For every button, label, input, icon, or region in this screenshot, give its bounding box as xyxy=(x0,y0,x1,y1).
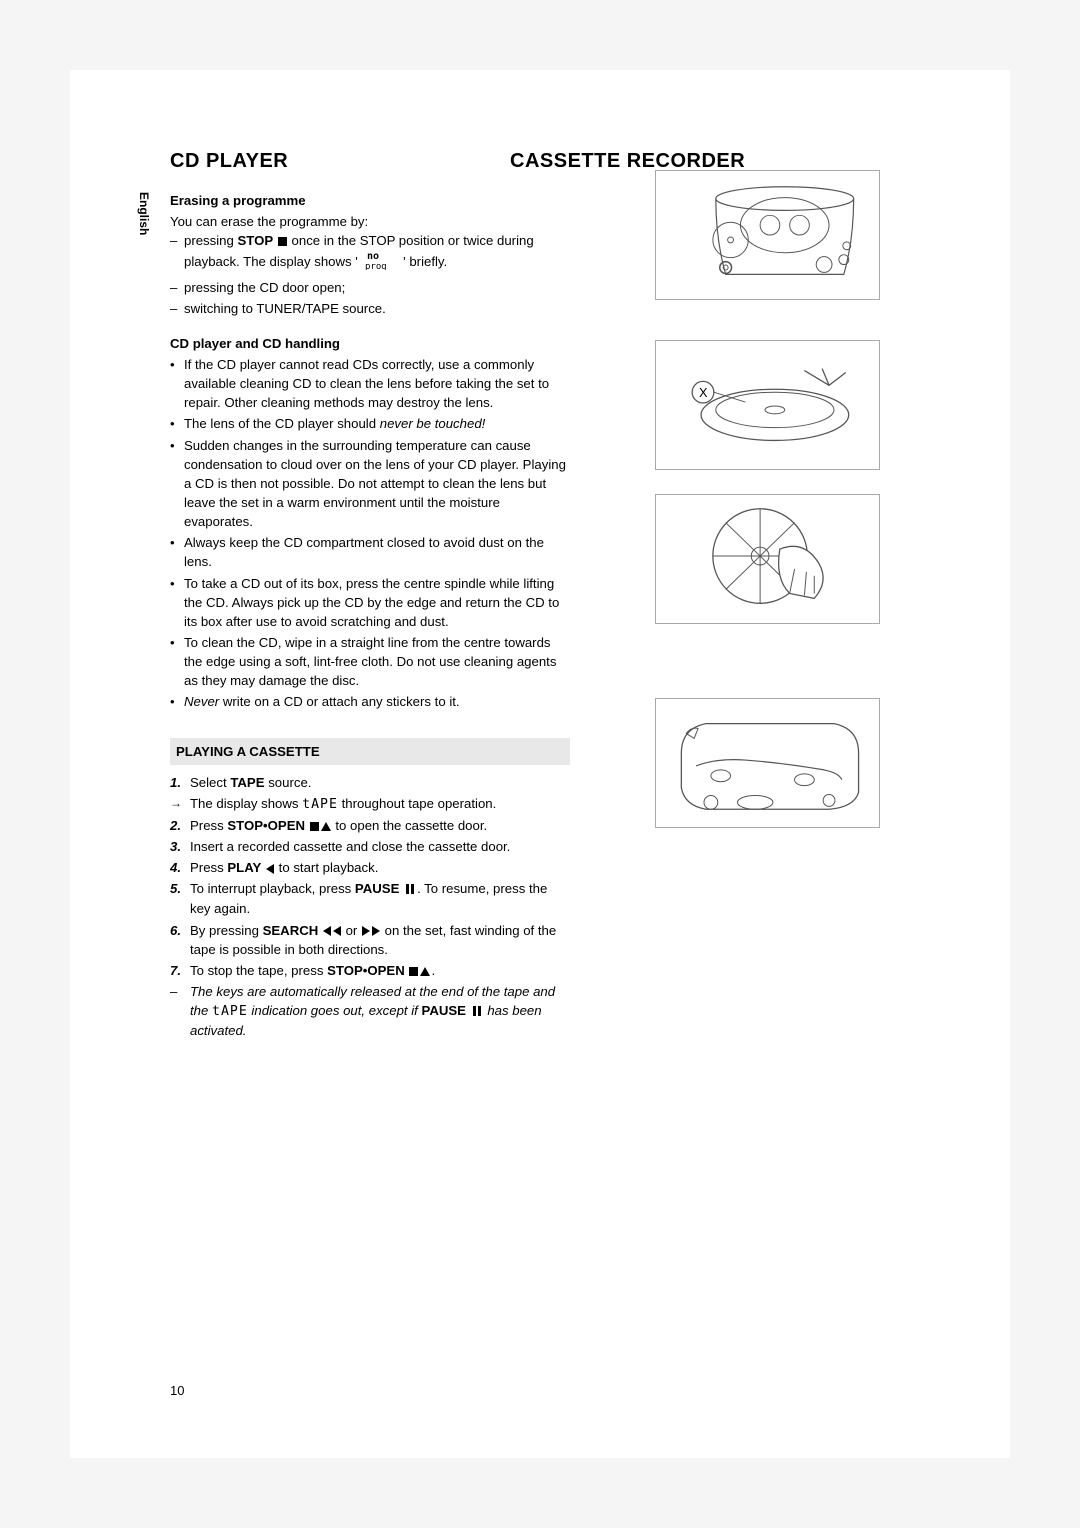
cassette-steps-cont: 2. Press STOP•OPEN to open the cassette d… xyxy=(170,816,570,980)
num: 6. xyxy=(170,921,181,940)
rewind-icon xyxy=(323,926,331,936)
play-label: PLAY xyxy=(227,860,261,875)
text: throughout tape operation. xyxy=(338,796,496,811)
rewind-icon xyxy=(333,926,341,936)
stop-open-label: STOP•OPEN xyxy=(327,963,405,978)
handling-item-2: The lens of the CD player should never b… xyxy=(184,414,570,433)
heading-cd-player: CD PLAYER xyxy=(170,150,510,173)
illustration-cd-insert: X xyxy=(655,340,880,470)
num: 7. xyxy=(170,961,181,980)
text-column: Erasing a programme You can erase the pr… xyxy=(170,191,570,1040)
step-6: 6.By pressing SEARCH or on the set, fast… xyxy=(190,921,570,959)
step-3: 3.Insert a recorded cassette and close t… xyxy=(190,837,570,856)
stop-label: STOP xyxy=(238,233,274,248)
illustration-cd-wipe xyxy=(655,494,880,624)
x-label: X xyxy=(699,385,708,400)
handling-item-3: Sudden changes in the surrounding temper… xyxy=(184,436,570,532)
step-2: 2.Press STOP•OPEN to open the cassette d… xyxy=(190,816,570,835)
stop-open-label: STOP•OPEN xyxy=(227,818,305,833)
text: Insert a recorded cassette and close the… xyxy=(190,839,510,854)
handling-list: If the CD player cannot read CDs correct… xyxy=(170,355,570,712)
erasing-item-3: switching to TUNER/TAPE source. xyxy=(184,299,570,318)
cassette-steps: 1. Select TAPE source. xyxy=(170,773,570,792)
subhead-erasing: Erasing a programme xyxy=(170,191,570,210)
stop-icon xyxy=(310,822,319,831)
text: Press xyxy=(190,818,227,833)
text: The lens of the CD player should xyxy=(184,416,380,431)
section-bar-cassette: PLAYING A CASSETTE xyxy=(170,738,570,765)
erasing-list: pressing STOP once in the STOP position … xyxy=(170,231,570,318)
search-label: SEARCH xyxy=(263,923,319,938)
subhead-handling: CD player and CD handling xyxy=(170,334,570,353)
handling-item-6: To clean the CD, wipe in a straight line… xyxy=(184,633,570,690)
text: ' briefly. xyxy=(403,254,447,269)
stop-icon xyxy=(278,237,287,246)
handling-item-4: Always keep the CD compartment closed to… xyxy=(184,533,570,571)
step-5: 5.To interrupt playback, press PAUSE . T… xyxy=(190,879,570,918)
num: 2. xyxy=(170,816,181,835)
num: 3. xyxy=(170,837,181,856)
text: . xyxy=(431,963,435,978)
text: The display shows xyxy=(190,796,302,811)
handling-item-5: To take a CD out of its box, press the c… xyxy=(184,574,570,631)
text: To interrupt playback, press xyxy=(190,881,355,896)
ffwd-icon xyxy=(362,926,370,936)
handling-item-7: Never write on a CD or attach any sticke… xyxy=(184,692,570,711)
num: 5. xyxy=(170,879,181,898)
illustration-cassette-door xyxy=(655,698,880,828)
illustration-device-top xyxy=(655,170,880,300)
stop-icon xyxy=(409,967,418,976)
erasing-item-2: pressing the CD door open; xyxy=(184,278,570,297)
eject-icon xyxy=(321,822,331,831)
svg-text:no: no xyxy=(367,251,379,262)
display-symbol: tAPE xyxy=(212,1004,248,1019)
eject-icon xyxy=(420,967,430,976)
text: source. xyxy=(265,775,312,790)
pause-label: PAUSE xyxy=(355,881,399,896)
step-1: 1.Select TAPE source. xyxy=(190,773,570,792)
text: or xyxy=(342,923,361,938)
text: pressing xyxy=(184,233,238,248)
ffwd-icon xyxy=(372,926,380,936)
illustration-column: X xyxy=(615,170,925,852)
page-number: 10 xyxy=(170,1383,184,1398)
text: To stop the tape, press xyxy=(190,963,327,978)
tape-label: TAPE xyxy=(230,775,264,790)
play-icon xyxy=(266,864,274,874)
display-symbol: tAPE xyxy=(302,797,338,812)
pause-label: PAUSE xyxy=(422,1003,466,1018)
num: 1. xyxy=(170,773,181,792)
step-4: 4.Press PLAY to start playback. xyxy=(190,858,570,877)
display-no-prog: noprog xyxy=(365,250,395,275)
text-em: Never xyxy=(184,694,219,709)
language-tab: English xyxy=(133,186,155,241)
erasing-intro: You can erase the programme by: xyxy=(170,212,570,231)
text-em: never be touched! xyxy=(380,416,486,431)
text: to start playback. xyxy=(275,860,378,875)
text: Press xyxy=(190,860,227,875)
text: indication goes out, except if xyxy=(248,1003,422,1018)
pause-icon xyxy=(472,1002,482,1021)
text: write on a CD or attach any stickers to … xyxy=(219,694,459,709)
text: Select xyxy=(190,775,230,790)
text: By pressing xyxy=(190,923,263,938)
erasing-item-1: pressing STOP once in the STOP position … xyxy=(184,231,570,275)
text: to open the cassette door. xyxy=(332,818,487,833)
svg-text:prog: prog xyxy=(365,262,387,270)
pause-icon xyxy=(405,880,415,899)
display-note: The display shows tAPE throughout tape o… xyxy=(170,794,570,814)
num: 4. xyxy=(170,858,181,877)
page-content: CD PLAYER CASSETTE RECORDER Erasing a pr… xyxy=(170,150,930,1042)
auto-release-note: The keys are automatically released at t… xyxy=(170,982,570,1040)
handling-item-1: If the CD player cannot read CDs correct… xyxy=(184,355,570,412)
step-7: 7.To stop the tape, press STOP•OPEN . xyxy=(190,961,570,980)
